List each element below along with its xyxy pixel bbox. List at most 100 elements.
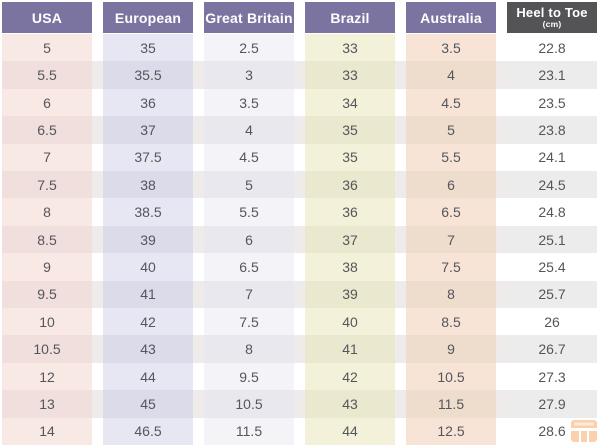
column-header-australia: Australia xyxy=(406,2,496,33)
cell-australia: 8.5 xyxy=(406,308,496,336)
cell-heel: 27.3 xyxy=(507,362,597,391)
table-row: 8 38.5 5.5 36 6.5 24.8 xyxy=(2,198,597,226)
table-body: 5 35 2.5 33 3.5 22.8 5.5 35.5 3 33 4 23.1 6 36 3.5 34 4.… xyxy=(2,34,597,445)
cell-heel: 23.5 xyxy=(507,88,597,117)
cell-european: 41 xyxy=(103,280,193,309)
cell-australia: 4.5 xyxy=(406,88,496,117)
table-row: 7 37.5 4.5 35 5.5 24.1 xyxy=(2,143,597,172)
cell-usa: 13 xyxy=(2,390,92,418)
cell-brazil: 39 xyxy=(305,280,395,309)
cell-australia: 8 xyxy=(406,280,496,309)
cell-australia: 10.5 xyxy=(406,362,496,391)
table-row: 9.5 41 7 39 8 25.7 xyxy=(2,280,597,309)
cell-heel: 28.6 xyxy=(507,417,597,445)
cell-australia: 7.5 xyxy=(406,253,496,281)
cell-usa: 14 xyxy=(2,417,92,445)
cell-heel: 26 xyxy=(507,308,597,336)
column-header-brazil: Brazil xyxy=(305,2,395,33)
cell-australia: 5 xyxy=(406,116,496,144)
cell-usa: 6.5 xyxy=(2,116,92,144)
cell-gb: 2.5 xyxy=(204,34,294,62)
cell-brazil: 44 xyxy=(305,417,395,445)
table-row: 8.5 39 6 37 7 25.1 xyxy=(2,225,597,254)
cell-usa: 8.5 xyxy=(2,225,92,254)
cell-usa: 9.5 xyxy=(2,280,92,309)
cell-brazil: 35 xyxy=(305,143,395,172)
cell-gb: 7.5 xyxy=(204,308,294,336)
cell-heel: 24.8 xyxy=(507,198,597,226)
heel-to-toe-unit-label: (cm) xyxy=(542,18,562,29)
cell-heel: 24.5 xyxy=(507,171,597,199)
table-row: 10 42 7.5 40 8.5 26 xyxy=(2,308,597,336)
cell-heel: 22.8 xyxy=(507,34,597,62)
cell-usa: 12 xyxy=(2,362,92,391)
cell-usa: 6 xyxy=(2,88,92,117)
cell-european: 40 xyxy=(103,253,193,281)
cell-brazil: 34 xyxy=(305,88,395,117)
table-header-row: USA European Great Britain Brazil Austra… xyxy=(2,2,597,33)
cell-brazil: 36 xyxy=(305,171,395,199)
cell-european: 43 xyxy=(103,335,193,363)
cell-gb: 7 xyxy=(204,280,294,309)
cell-european: 38.5 xyxy=(103,198,193,226)
table-row: 10.5 43 8 41 9 26.7 xyxy=(2,335,597,363)
table-row: 7.5 38 5 36 6 24.5 xyxy=(2,171,597,199)
cell-gb: 3.5 xyxy=(204,88,294,117)
cell-australia: 9 xyxy=(406,335,496,363)
cell-usa: 9 xyxy=(2,253,92,281)
column-header-usa: USA xyxy=(2,2,92,33)
cell-gb: 5 xyxy=(204,171,294,199)
cell-gb: 4 xyxy=(204,116,294,144)
cell-brazil: 37 xyxy=(305,225,395,254)
cell-australia: 6.5 xyxy=(406,198,496,226)
cell-usa: 10.5 xyxy=(2,335,92,363)
cell-gb: 8 xyxy=(204,335,294,363)
cell-brazil: 35 xyxy=(305,116,395,144)
cell-heel: 26.7 xyxy=(507,335,597,363)
cell-gb: 6.5 xyxy=(204,253,294,281)
cell-gb: 9.5 xyxy=(204,362,294,391)
cell-gb: 10.5 xyxy=(204,390,294,418)
table-row: 5 35 2.5 33 3.5 22.8 xyxy=(2,34,597,62)
cell-european: 45 xyxy=(103,390,193,418)
cell-heel: 27.9 xyxy=(507,390,597,418)
table-row: 14 46.5 11.5 44 12.5 28.6 xyxy=(2,417,597,445)
cell-european: 42 xyxy=(103,308,193,336)
cell-usa: 5 xyxy=(2,34,92,62)
heel-to-toe-label: Heel to Toe xyxy=(516,5,588,21)
cell-heel: 24.1 xyxy=(507,143,597,172)
table-row: 9 40 6.5 38 7.5 25.4 xyxy=(2,253,597,281)
cell-brazil: 43 xyxy=(305,390,395,418)
cell-gb: 4.5 xyxy=(204,143,294,172)
cell-usa: 8 xyxy=(2,198,92,226)
table-row: 5.5 35.5 3 33 4 23.1 xyxy=(2,61,597,89)
cell-heel: 25.4 xyxy=(507,253,597,281)
cell-european: 35 xyxy=(103,34,193,62)
cell-brazil: 36 xyxy=(305,198,395,226)
cell-gb: 6 xyxy=(204,225,294,254)
cell-australia: 4 xyxy=(406,61,496,89)
cell-european: 35.5 xyxy=(103,61,193,89)
cell-usa: 10 xyxy=(2,308,92,336)
cell-brazil: 41 xyxy=(305,335,395,363)
cell-heel: 25.7 xyxy=(507,280,597,309)
cell-australia: 5.5 xyxy=(406,143,496,172)
table-row: 6.5 37 4 35 5 23.8 xyxy=(2,116,597,144)
cell-gb: 5.5 xyxy=(204,198,294,226)
table-row: 6 36 3.5 34 4.5 23.5 xyxy=(2,88,597,117)
cell-gb: 11.5 xyxy=(204,417,294,445)
table-row: 12 44 9.5 42 10.5 27.3 xyxy=(2,362,597,391)
cell-european: 37.5 xyxy=(103,143,193,172)
cell-brazil: 40 xyxy=(305,308,395,336)
table-row: 13 45 10.5 43 11.5 27.9 xyxy=(2,390,597,418)
cell-brazil: 33 xyxy=(305,61,395,89)
cell-heel: 23.8 xyxy=(507,116,597,144)
cell-usa: 7 xyxy=(2,143,92,172)
column-header-heel-to-toe: Heel to Toe (cm) xyxy=(507,2,597,33)
cell-australia: 3.5 xyxy=(406,34,496,62)
cell-australia: 12.5 xyxy=(406,417,496,445)
cell-australia: 11.5 xyxy=(406,390,496,418)
cell-heel: 23.1 xyxy=(507,61,597,89)
cell-gb: 3 xyxy=(204,61,294,89)
